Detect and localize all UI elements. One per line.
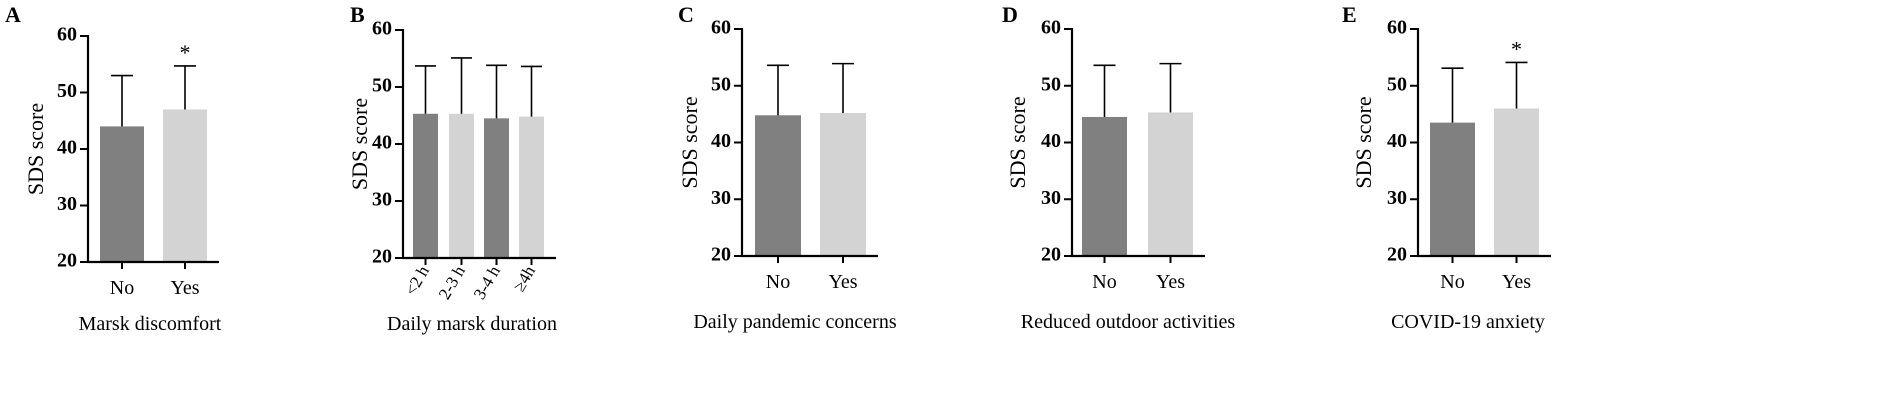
bar xyxy=(1494,108,1539,256)
panel-label: D xyxy=(1002,2,1018,27)
bar xyxy=(100,126,144,263)
x-tick-label: No xyxy=(1440,271,1464,293)
bar xyxy=(449,113,474,258)
bar xyxy=(1148,112,1193,256)
y-axis-label: SDS score xyxy=(347,98,372,190)
bar xyxy=(519,116,544,258)
panel-label: B xyxy=(350,2,365,27)
bar xyxy=(1430,122,1475,256)
y-tick-label: 60 xyxy=(1387,17,1407,39)
y-tick-label: 60 xyxy=(372,18,392,40)
x-axis-label: Daily pandemic concerns xyxy=(693,311,896,333)
y-tick-label: 30 xyxy=(57,193,77,215)
bar xyxy=(413,113,438,258)
significance-marker: * xyxy=(180,40,191,65)
y-tick-label: 30 xyxy=(372,189,392,211)
y-tick-label: 20 xyxy=(711,244,731,266)
y-tick-label: 40 xyxy=(1387,130,1407,152)
y-tick-label: 30 xyxy=(711,187,731,209)
significance-marker: * xyxy=(1511,36,1522,61)
panel-b: B SDS score <2 h 2-3 h 3-4 h ≥4h 20 30 40 50 60 Dai… xyxy=(347,2,557,335)
x-axis-label: Reduced outdoor activities xyxy=(1021,311,1236,333)
x-tick-label: No xyxy=(1092,271,1116,293)
panel-label: E xyxy=(1342,2,1357,27)
bar xyxy=(1082,116,1127,257)
y-tick-label: 30 xyxy=(1387,187,1407,209)
x-tick-label: Yes xyxy=(828,271,857,293)
bar xyxy=(820,112,866,257)
x-tick-label: 2-3 h xyxy=(435,262,469,303)
y-axis-label: SDS score xyxy=(1005,96,1030,188)
y-tick-label: 40 xyxy=(1041,130,1061,152)
y-axis-label: SDS score xyxy=(1351,96,1376,188)
x-tick-label: Yes xyxy=(1502,271,1531,293)
panel-d: D SDS score No Yes 20 30 40 50 60 Reduced outdoor… xyxy=(1002,2,1235,333)
x-tick-label: No xyxy=(110,277,134,299)
x-tick-label: Yes xyxy=(170,277,199,299)
panel-c: C SDS score No Yes 20 30 40 50 60 Daily pandemic … xyxy=(677,2,897,333)
y-tick-label: 20 xyxy=(1387,244,1407,266)
y-tick-label: 50 xyxy=(372,75,392,97)
panel-a: A SDS score No * Yes 20 30 40 50 60 Marsk discomfo… xyxy=(5,2,222,335)
y-axis-label: SDS score xyxy=(23,103,48,195)
y-axis-label: SDS score xyxy=(677,96,702,188)
y-tick-label: 60 xyxy=(711,17,731,39)
y-tick-label: 30 xyxy=(1041,187,1061,209)
x-tick-label: No xyxy=(766,271,790,293)
bar xyxy=(484,118,509,258)
y-tick-label: 20 xyxy=(57,250,77,272)
x-axis-label: COVID-19 anxiety xyxy=(1391,311,1545,333)
panel-e: E SDS score No * Yes 20 30 40 50 60 COVID-19 anxie… xyxy=(1342,2,1551,333)
y-tick-label: 50 xyxy=(1041,73,1061,95)
y-tick-label: 20 xyxy=(372,246,392,268)
panel-label: C xyxy=(678,2,694,27)
y-tick-label: 40 xyxy=(711,130,731,152)
y-tick-label: 40 xyxy=(372,132,392,154)
x-tick-label: Yes xyxy=(1156,271,1185,293)
y-tick-label: 60 xyxy=(57,24,77,46)
x-tick-label: <2 h xyxy=(401,262,433,299)
x-axis-label: Daily marsk duration xyxy=(387,313,557,335)
y-tick-label: 40 xyxy=(57,137,77,159)
bar xyxy=(755,115,801,256)
y-tick-label: 20 xyxy=(1041,244,1061,266)
y-tick-label: 50 xyxy=(1387,73,1407,95)
x-axis-label: Marsk discomfort xyxy=(79,313,222,335)
y-tick-label: 50 xyxy=(711,73,731,95)
y-tick-label: 50 xyxy=(57,80,77,102)
x-tick-label: 3-4 h xyxy=(470,262,504,303)
y-tick-label: 60 xyxy=(1041,17,1061,39)
panel-label: A xyxy=(5,2,21,27)
bar xyxy=(163,109,207,262)
x-tick-label: ≥4h xyxy=(509,262,539,295)
